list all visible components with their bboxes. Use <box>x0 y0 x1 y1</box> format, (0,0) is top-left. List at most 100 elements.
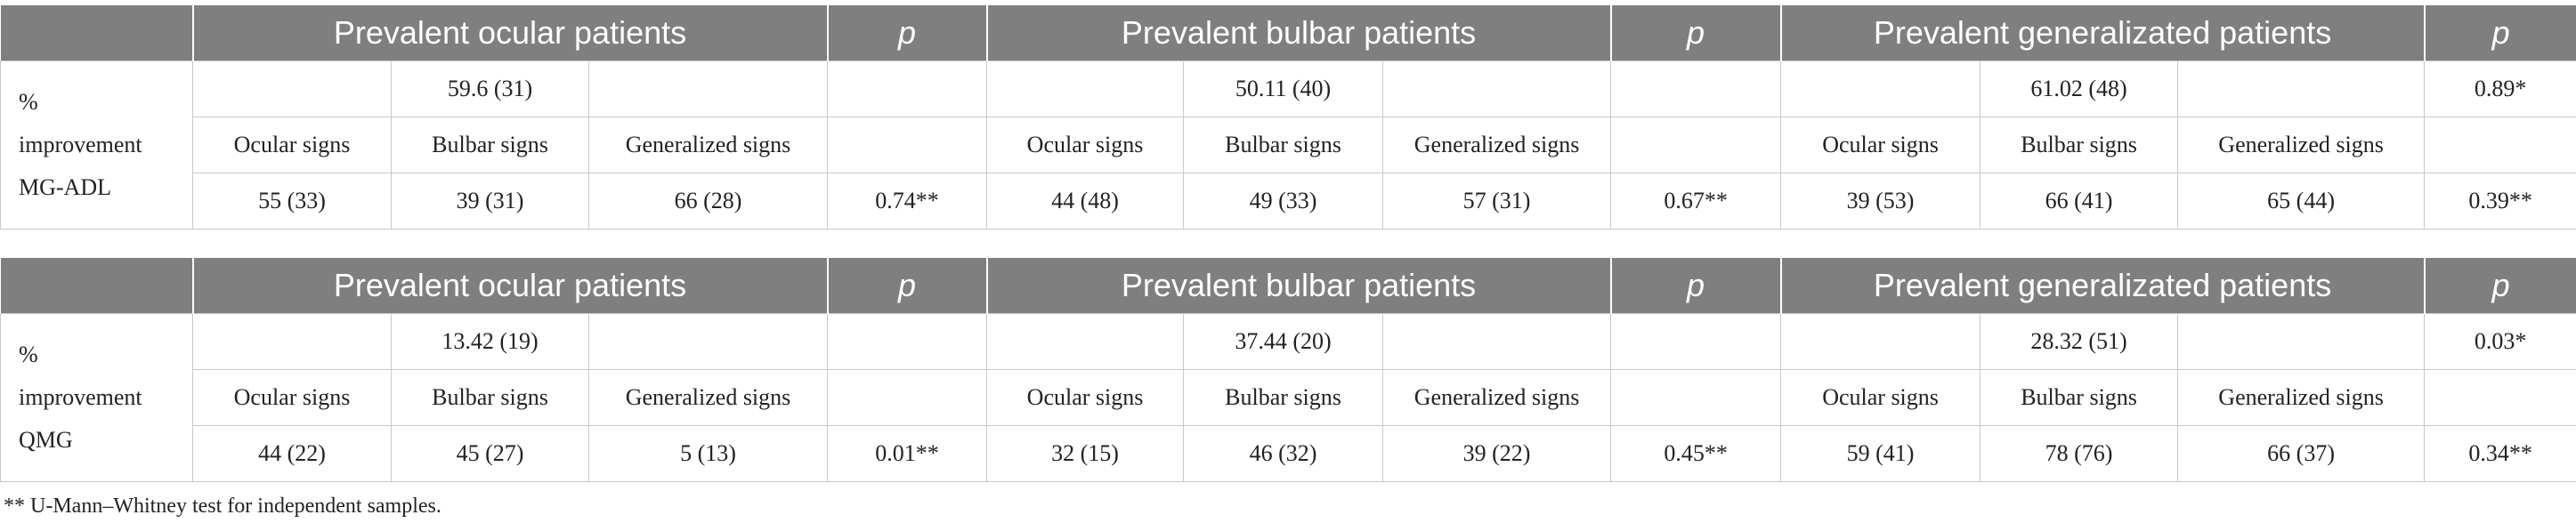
cell: 37.44 (20) <box>1183 313 1384 370</box>
cell <box>2177 60 2426 117</box>
cell: 49 (33) <box>1183 173 1384 229</box>
header-cell: Prevalent ocular patients <box>191 5 828 61</box>
cell <box>2424 117 2576 173</box>
cell: 13.42 (19) <box>391 313 589 370</box>
cell: Bulbar signs <box>1980 117 2179 173</box>
cell <box>1610 60 1782 117</box>
cell: Bulbar signs <box>1980 369 2179 426</box>
header-cell: Prevalent generalizated patients <box>1779 5 2425 61</box>
body-row: 44 (22) 45 (27) 5 (13) 0.01** 32 (15) 46 (32)… <box>1 425 2576 482</box>
row-label: % improvement QMG <box>0 313 193 482</box>
cell: 66 (41) <box>1980 173 2179 229</box>
body-row: % improvement QMG 13.42 (19) 37.44 (20) 28.… <box>0 313 2576 482</box>
cell: 0.39** <box>2424 173 2576 229</box>
cell <box>827 313 988 370</box>
cell: 65 (44) <box>2177 173 2426 229</box>
body-row: % improvement MG-ADL 59.6 (31) 50.11 (40) 6… <box>0 60 2576 229</box>
row-label-text: % improvement MG-ADL <box>19 89 142 200</box>
header-cell <box>0 5 193 61</box>
results-table: Prevalent ocular patients p Prevalent bulb… <box>0 258 2576 482</box>
header-cell: Prevalent ocular patients <box>191 258 828 314</box>
cell: Bulbar signs <box>391 117 589 173</box>
row-label-text: % improvement QMG <box>19 342 142 453</box>
cell: 59.6 (31) <box>391 60 589 117</box>
header-cell: p <box>1609 258 1781 314</box>
cell: Bulbar signs <box>1183 369 1384 426</box>
cell: 39 (53) <box>1780 173 1981 229</box>
header-cell: Prevalent bulbar patients <box>985 258 1611 314</box>
cell: Generalized signs <box>1382 369 1612 426</box>
row-label: % improvement MG-ADL <box>0 60 193 229</box>
cell: 66 (28) <box>587 173 829 229</box>
cell <box>1610 117 1782 173</box>
cell: Ocular signs <box>1780 117 1981 173</box>
cell <box>827 60 988 117</box>
cell: Ocular signs <box>986 369 1185 426</box>
cell: Generalized signs <box>2177 369 2426 426</box>
cell <box>986 313 1185 370</box>
cell: 32 (15) <box>986 425 1185 482</box>
header-cell: p <box>2423 258 2576 314</box>
cell <box>1382 60 1612 117</box>
cell <box>2177 313 2426 370</box>
cell: 39 (31) <box>391 173 589 229</box>
cell: 28.32 (51) <box>1980 313 2179 370</box>
cell: Generalized signs <box>587 117 829 173</box>
cell: 0.34** <box>2424 425 2576 482</box>
header-cell: Prevalent generalizated patients <box>1779 258 2425 314</box>
header-cell: p <box>2423 5 2576 61</box>
cell: 78 (76) <box>1980 425 2179 482</box>
cell: 57 (31) <box>1382 173 1612 229</box>
cell <box>1610 369 1782 426</box>
cell: 55 (33) <box>192 173 392 229</box>
cell: 46 (32) <box>1183 425 1384 482</box>
cell <box>192 313 392 370</box>
cell: 66 (37) <box>2177 425 2426 482</box>
cell: 50.11 (40) <box>1183 60 1384 117</box>
cell <box>827 117 988 173</box>
header-row: Prevalent ocular patients p Prevalent bulb… <box>0 258 2576 314</box>
cell: Ocular signs <box>1780 369 1981 426</box>
body-row: 55 (33) 39 (31) 66 (28) 0.74** 44 (48) 49 (33… <box>1 173 2576 229</box>
cell: 61.02 (48) <box>1980 60 2179 117</box>
cell <box>1382 313 1612 370</box>
header-cell: Prevalent bulbar patients <box>985 5 1611 61</box>
cell: 0.01** <box>827 425 988 482</box>
header-cell: p <box>826 258 987 314</box>
cell: 59 (41) <box>1780 425 1981 482</box>
cell <box>986 60 1185 117</box>
cell <box>827 369 988 426</box>
cell <box>1780 313 1981 370</box>
cell: Ocular signs <box>192 117 392 173</box>
cell: Ocular signs <box>986 117 1185 173</box>
cell <box>587 313 829 370</box>
cell <box>192 60 392 117</box>
cell <box>2424 369 2576 426</box>
cell: Bulbar signs <box>391 369 589 426</box>
body-row: Ocular signs Bulbar signs Generalized sign… <box>1 369 2576 426</box>
cell: Generalized signs <box>587 369 829 426</box>
cell: Ocular signs <box>192 369 392 426</box>
header-cell <box>0 258 193 314</box>
cell: 0.45** <box>1610 425 1782 482</box>
header-row: Prevalent ocular patients p Prevalent bulb… <box>0 5 2576 61</box>
cell: 45 (27) <box>391 425 589 482</box>
cell: Generalized signs <box>2177 117 2426 173</box>
header-cell: p <box>1609 5 1781 61</box>
header-cell: p <box>826 5 987 61</box>
cell: 39 (22) <box>1382 425 1612 482</box>
cell: 44 (48) <box>986 173 1185 229</box>
results-table: Prevalent ocular patients p Prevalent bulb… <box>0 5 2576 229</box>
cell: 5 (13) <box>587 425 829 482</box>
cell <box>1780 60 1981 117</box>
cell: Bulbar signs <box>1183 117 1384 173</box>
cell: 0.67** <box>1610 173 1782 229</box>
cell: 0.03* <box>2424 313 2576 370</box>
cell: Generalized signs <box>1382 117 1612 173</box>
footnote: ** U-Mann–Whitney test for independent s… <box>4 495 441 518</box>
cell: 0.89* <box>2424 60 2576 117</box>
body-row: Ocular signs Bulbar signs Generalized sign… <box>1 117 2576 173</box>
cell <box>1610 313 1782 370</box>
cell: 44 (22) <box>192 425 392 482</box>
